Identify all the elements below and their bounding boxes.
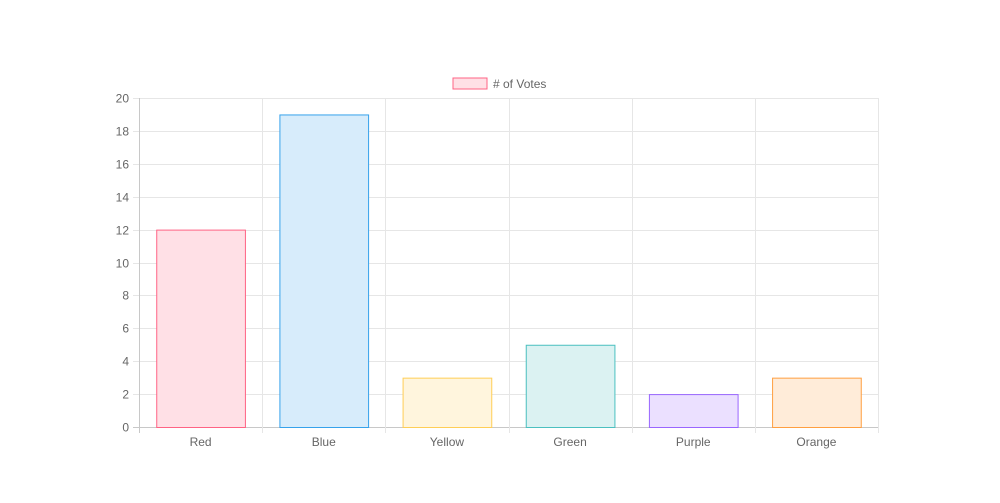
- bar-green[interactable]: [525, 344, 616, 428]
- bars: [156, 114, 862, 429]
- y-axis-ticks: 0 2 4 6 8 10 12 14 16 18 20: [116, 92, 130, 435]
- legend-label[interactable]: # of Votes: [493, 77, 546, 91]
- x-tick-label: Orange: [796, 435, 836, 449]
- x-tick-label: Purple: [676, 435, 711, 449]
- bar-red[interactable]: [156, 229, 246, 428]
- y-tick-label: 6: [122, 322, 129, 336]
- y-tick-label: 0: [122, 421, 129, 435]
- y-tick-label: 12: [116, 224, 130, 238]
- y-tick-label: 8: [122, 289, 129, 303]
- y-tick-label: 20: [116, 92, 130, 106]
- x-tick-label: Green: [553, 435, 586, 449]
- y-tick-label: 16: [116, 158, 130, 172]
- y-tick-label: 18: [116, 125, 130, 139]
- bar-purple[interactable]: [648, 394, 739, 429]
- y-tick-label: 4: [122, 355, 129, 369]
- x-tick-label: Red: [190, 435, 212, 449]
- y-tick-label: 10: [116, 257, 130, 271]
- bar-orange[interactable]: [772, 377, 862, 428]
- grid-lines: [133, 98, 879, 433]
- x-axis-ticks: Red Blue Yellow Green Purple Orange: [190, 435, 837, 449]
- legend-swatch[interactable]: [452, 77, 488, 90]
- y-tick-label: 2: [122, 388, 129, 402]
- y-tick-label: 14: [116, 191, 130, 205]
- bar-yellow[interactable]: [402, 377, 493, 428]
- legend[interactable]: # of Votes: [452, 77, 546, 91]
- x-tick-label: Yellow: [430, 435, 465, 449]
- x-tick-label: Blue: [312, 435, 336, 449]
- bar-blue[interactable]: [279, 114, 370, 428]
